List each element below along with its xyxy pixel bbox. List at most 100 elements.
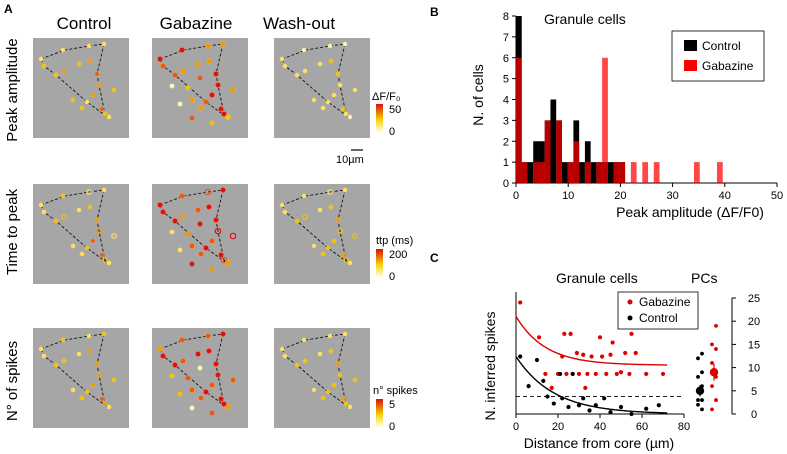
cell-dot [209,92,215,98]
pcs-y-tick-label: 15 [748,339,760,351]
point-gabazine [608,352,613,357]
point-control [518,354,523,359]
cell-dot [213,217,219,223]
cell-dot [41,209,47,215]
cell-dot [179,193,185,199]
cell-dot [61,68,67,74]
cell-dot [205,333,211,339]
cell-dot [220,187,226,193]
cell-dot [160,209,166,215]
cell-map-r1-c2 [152,38,248,138]
region-outline [281,333,351,409]
point-control [644,406,649,411]
row-title-time-to-peak: Time to peak [4,188,21,275]
hist-x-tick-label: 10 [562,190,574,202]
cell-dot [94,361,100,367]
cell-dot [220,256,228,264]
cell-dot [225,260,231,266]
point-gabazine [537,335,542,340]
legend-swatch-gabazine [684,60,697,71]
cell-dot [172,362,178,368]
cell-dot [195,61,201,67]
hist-bar-gabazine [573,141,580,183]
pcs-point-gabazine [714,347,718,351]
hist-bar-gabazine [544,120,551,183]
pcs-point-gabazine [714,398,718,402]
point-control [560,396,565,401]
cell-dot [94,217,100,223]
point-gabazine [623,350,628,356]
point-gabazine [593,371,598,377]
region-outline [159,189,229,265]
hist-x-tick-label: 30 [666,190,678,202]
hist-bar-gabazine [694,162,700,183]
hist-legend [671,30,765,82]
cell-dot [106,114,112,120]
hist-bar-control [527,162,534,183]
point-gabazine [597,335,603,340]
hist-x-tick-label: 50 [771,190,783,202]
legend-marker-gabazine [627,299,633,305]
cell-dot [302,358,308,364]
scatter-title: Granule cells [556,270,638,286]
cell-dot [320,251,326,257]
hist-y-tick-label: 8 [503,11,509,23]
cell-dot [111,233,117,239]
pcs-point-control [696,398,700,402]
pcs-point-gabazine [710,384,714,389]
cell-dot [177,391,183,397]
cell-dot [317,351,323,357]
cell-dot [189,405,195,411]
point-control [526,384,531,389]
colorbar-amplitude [376,104,383,132]
cell-dot [90,92,96,98]
cell-dot [101,187,107,193]
cell-dot [206,348,212,354]
cell-dot [302,214,308,220]
point-gabazine [564,371,569,377]
hist-title: Granule cells [544,11,626,27]
region-outline [40,333,110,409]
point-gabazine [549,385,554,390]
hist-bar-control [550,99,557,183]
cell-dot [169,229,175,235]
pcs-point-control [700,370,704,375]
cell-dot [203,99,209,105]
point-gabazine [583,385,588,390]
cell-dot [209,410,215,416]
legend-label-gabazine: Gabazine [702,59,754,73]
hist-bar-gabazine [516,57,522,183]
cell-dot [177,101,183,107]
cell-dot [294,218,300,224]
scale-bar-label: 10µm [336,154,364,166]
hist-bars [516,16,723,183]
hist-bar-gabazine [630,162,637,183]
cell-dot [347,114,353,120]
scatter-ylabel: N. inferred spikes [482,312,498,421]
point-gabazine [543,371,548,377]
point-gabazine [610,340,615,345]
cell-dot [325,99,331,105]
pcs-point-control [700,351,704,356]
cell-dot [197,221,203,227]
row-title-spikes: N° of spikes [4,341,21,421]
cell-dot [38,202,44,208]
cell-dot [99,252,105,258]
cell-dot [41,63,47,69]
cell-dot [180,358,186,364]
colorbar-label-amplitude: ΔF/F₀ [372,91,400,103]
hist-bar-gabazine [533,162,539,183]
pcs-point-control [696,402,700,407]
cell-dot [331,238,337,244]
cell-dot [90,238,96,244]
cell-maps [33,38,370,428]
cell-dot [209,382,215,388]
cell-dot [79,251,85,257]
cell-dot [215,372,221,378]
hist-y-tick-label: 1 [503,157,509,169]
cell-dot [172,218,178,224]
point-control [581,396,586,401]
pcs-marks [695,323,719,412]
pcs-point-gabazine [714,323,718,328]
point-control [602,396,607,401]
